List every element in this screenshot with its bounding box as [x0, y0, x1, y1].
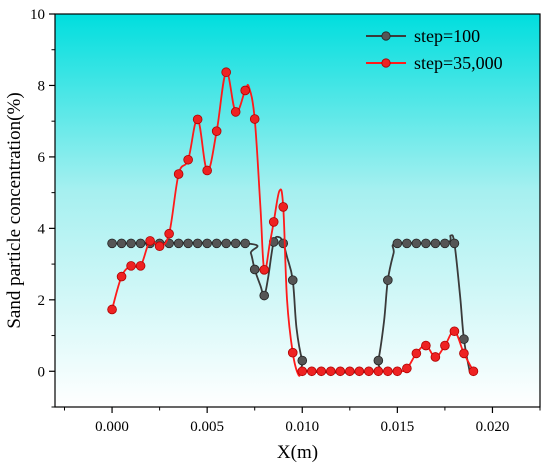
y-axis: 0 2 4 6 8 10	[30, 7, 55, 408]
data-point-step-35000	[145, 236, 155, 246]
data-point-step-35000	[116, 271, 127, 282]
data-point-step-100	[249, 264, 260, 275]
y-tick-label: 8	[38, 78, 46, 94]
data-point-step-35000	[202, 165, 212, 176]
y-tick-label: 2	[38, 293, 46, 309]
data-point-step-35000	[440, 340, 450, 351]
data-point-step-35000	[240, 85, 250, 96]
data-point-step-100	[116, 238, 127, 249]
x-axis-title: X(m)	[277, 442, 318, 463]
data-point-step-100	[392, 238, 403, 249]
data-point-step-100	[440, 238, 450, 249]
y-tick-label: 4	[38, 221, 46, 237]
data-point-step-100	[411, 238, 422, 249]
data-point-step-35000	[392, 366, 403, 377]
data-point-step-35000	[306, 366, 317, 377]
legend-marker-step-100	[381, 31, 391, 41]
series-step-100	[107, 234, 471, 374]
data-point-step-100	[278, 238, 289, 249]
data-point-step-100	[297, 355, 308, 366]
data-point-step-100	[421, 238, 431, 249]
data-point-step-35000	[297, 366, 308, 377]
data-point-step-35000	[126, 261, 136, 271]
data-point-step-100	[221, 238, 231, 249]
x-tick-label: 0.000	[95, 419, 129, 435]
data-point-step-35000	[364, 366, 374, 377]
x-tick-label: 0.005	[190, 419, 224, 435]
data-point-step-100	[449, 238, 460, 249]
legend-label-step-35000: step=35,000	[414, 53, 503, 73]
data-point-step-100	[107, 238, 117, 249]
data-point-step-35000	[345, 366, 355, 377]
y-tick-label: 0	[38, 364, 46, 380]
data-point-step-35000	[373, 366, 384, 377]
data-point-step-35000	[173, 169, 184, 179]
data-point-step-100	[240, 238, 250, 249]
data-point-step-100	[459, 334, 469, 344]
data-point-step-35000	[354, 366, 365, 377]
data-point-step-100	[287, 275, 298, 285]
data-point-step-35000	[421, 340, 431, 351]
data-point-step-100	[430, 238, 441, 249]
data-point-step-35000	[316, 366, 327, 377]
data-point-step-35000	[430, 352, 441, 362]
data-point-step-100	[126, 238, 136, 249]
data-point-step-100	[135, 238, 146, 249]
data-point-step-35000	[211, 126, 222, 136]
data-point-step-35000	[402, 363, 412, 374]
y-tick-label: 6	[38, 150, 46, 166]
data-point-step-100	[259, 290, 270, 301]
data-point-step-35000	[383, 366, 393, 377]
x-tick-label: 0.020	[476, 419, 510, 435]
data-point-step-35000	[154, 241, 165, 252]
data-point-step-35000	[468, 366, 479, 377]
data-point-step-35000	[268, 217, 279, 227]
plot-frame	[54, 13, 541, 408]
data-point-step-35000	[335, 366, 346, 377]
data-point-step-100	[230, 238, 241, 249]
data-point-step-100	[183, 238, 193, 249]
data-point-step-35000	[449, 326, 460, 337]
data-point-step-35000	[221, 67, 231, 78]
data-point-step-35000	[107, 304, 117, 315]
data-point-step-100	[402, 238, 412, 249]
data-point-step-100	[373, 355, 384, 366]
y-tick-label: 10	[30, 7, 45, 23]
data-point-step-100	[173, 238, 184, 249]
data-point-step-35000	[325, 366, 336, 377]
series-step-35000	[107, 67, 479, 377]
legend-label-step-100: step=100	[414, 26, 480, 46]
data-point-step-35000	[192, 114, 203, 125]
data-point-step-100	[202, 238, 212, 249]
data-point-step-35000	[249, 114, 260, 124]
data-point-step-35000	[287, 347, 298, 358]
data-point-step-35000	[411, 348, 422, 359]
data-point-step-100	[211, 238, 222, 249]
data-point-step-35000	[183, 154, 193, 165]
x-tick-label: 0.010	[285, 419, 319, 435]
series-layer	[107, 67, 479, 377]
y-axis-title: Sand particle concentration(%)	[4, 92, 25, 328]
data-point-step-35000	[259, 265, 270, 275]
legend-marker-step-35000	[381, 58, 391, 68]
data-point-step-100	[383, 275, 393, 285]
data-point-step-35000	[459, 348, 469, 359]
data-point-step-35000	[278, 202, 289, 212]
data-point-step-35000	[164, 228, 174, 239]
x-axis: 0.000 0.005 0.010 0.015 0.020	[64, 407, 541, 435]
legend: step=100 step=35,000	[366, 26, 503, 73]
x-tick-label: 0.015	[380, 419, 414, 435]
data-point-step-35000	[230, 107, 241, 117]
data-point-step-100	[192, 238, 203, 249]
data-point-step-35000	[135, 261, 146, 271]
